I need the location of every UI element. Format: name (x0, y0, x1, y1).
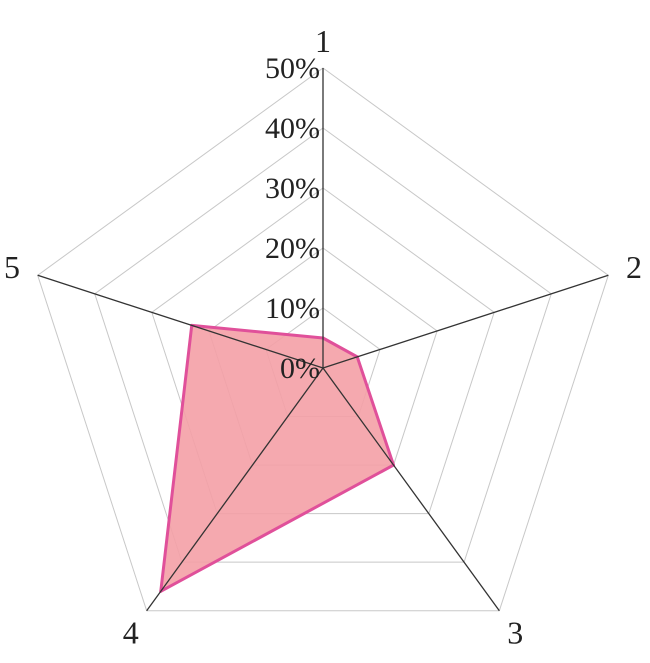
grid-ring-30 (151, 187, 495, 515)
grid-ring-50 (37, 67, 609, 612)
axis-line-2 (322, 274, 609, 369)
category-label-2: 2 (626, 249, 642, 285)
category-label-1: 1 (315, 23, 331, 59)
tick-label-10: 10% (265, 292, 320, 325)
axis-line-5 (37, 274, 324, 369)
tick-label-50: 50% (265, 52, 320, 85)
axis-line-3 (322, 367, 500, 612)
category-label-5: 5 (4, 249, 20, 285)
series-area-0 (159, 323, 396, 593)
tick-label-30: 30% (265, 172, 320, 205)
tick-label-0: 0% (280, 352, 320, 385)
category-label-4: 4 (123, 615, 139, 651)
tick-label-20: 20% (265, 232, 320, 265)
category-label-3: 3 (507, 615, 523, 651)
axis-line-4 (146, 367, 324, 612)
grid-ring-40 (94, 127, 552, 563)
tick-label-40: 40% (265, 112, 320, 145)
